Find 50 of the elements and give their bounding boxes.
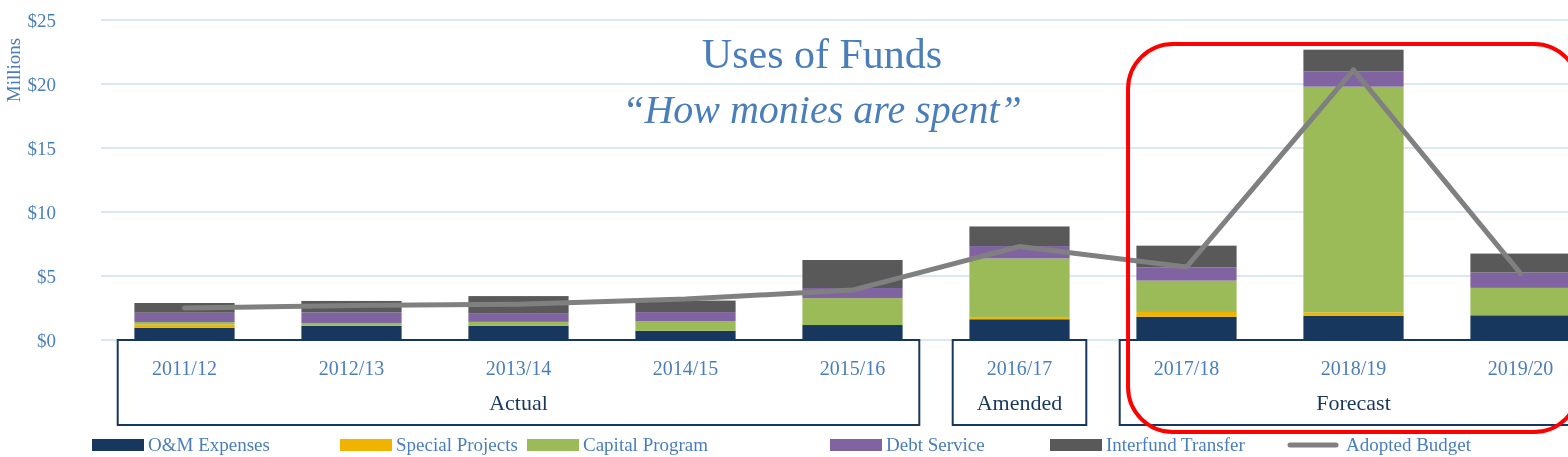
x-tick-label: 2017/18	[1153, 357, 1220, 379]
y-axis-title: Millions	[3, 37, 24, 103]
bar	[969, 319, 1070, 340]
text: Amended	[976, 390, 1063, 415]
x-tick-label: 2015/16	[819, 357, 886, 379]
bar	[969, 258, 1070, 318]
legend-label: Debt Service	[886, 434, 985, 455]
bar	[1136, 311, 1237, 317]
bar	[1303, 86, 1404, 313]
bar	[1303, 312, 1404, 316]
x-tick-label: 2012/13	[318, 357, 385, 379]
y-tick-label: $15	[27, 137, 56, 159]
x-tick-label: 2016/17	[986, 357, 1053, 379]
bar	[802, 325, 903, 340]
bar	[468, 325, 569, 340]
x-tick-label: 2013/14	[485, 357, 552, 379]
bar	[301, 312, 402, 323]
bar	[802, 298, 903, 326]
bar	[134, 327, 235, 340]
legend-label: Capital Program	[583, 434, 709, 455]
x-tick-label: 2018/19	[1320, 357, 1387, 379]
legend-label: Adopted Budget	[1346, 434, 1472, 455]
y-tick-label: $10	[27, 201, 56, 223]
y-tick-label: $5	[37, 265, 56, 287]
x-tick-label: 2011/12	[152, 357, 217, 379]
bar	[635, 300, 736, 313]
x-tick-label: 2014/15	[652, 357, 719, 379]
bar	[1136, 280, 1237, 312]
y-tick-label: $20	[27, 73, 56, 95]
x-tick-label: 2019/20	[1487, 357, 1554, 379]
bar	[969, 226, 1070, 247]
y-tick-label: $0	[37, 329, 56, 351]
legend-label: Special Projects	[396, 434, 518, 455]
bar	[1303, 315, 1404, 340]
chart-title: Uses of Funds	[701, 31, 943, 77]
bar	[802, 260, 903, 289]
bar	[1136, 267, 1237, 281]
bar	[301, 325, 402, 340]
text: Actual	[489, 390, 548, 415]
bar	[635, 312, 736, 322]
bar	[635, 321, 736, 331]
bar	[1136, 316, 1237, 340]
bar	[468, 313, 569, 322]
legend-label: Interfund Transfer	[1106, 434, 1246, 455]
text: “How monies are spent”	[622, 87, 1022, 132]
legend-label: O&M Expenses	[148, 434, 270, 455]
y-tick-label: $25	[27, 9, 56, 31]
bar	[134, 312, 235, 323]
text: Forecast	[1316, 390, 1391, 415]
bar	[1303, 49, 1404, 72]
